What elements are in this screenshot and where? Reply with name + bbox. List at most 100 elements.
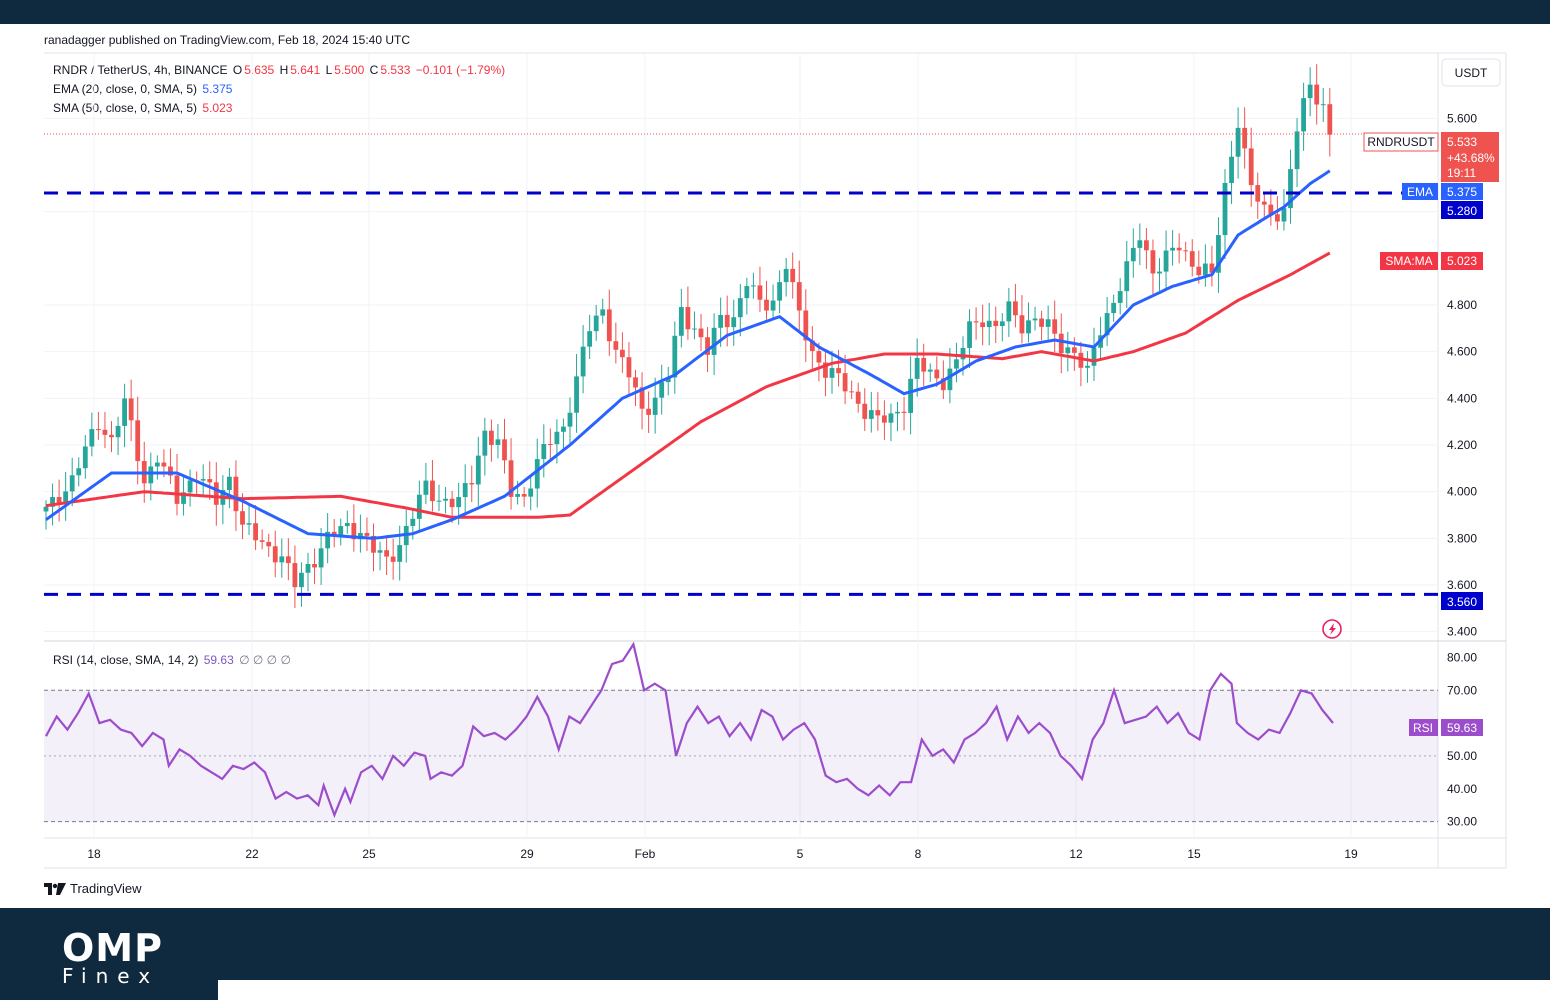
candle bbox=[620, 332, 625, 373]
symbol-badge: RNDRUSDT 5.533 +43.68% 19:11 bbox=[1363, 132, 1499, 182]
candle bbox=[757, 266, 763, 312]
price-tick-label: 5.600 bbox=[1447, 111, 1477, 125]
ema-legend-value: 5.375 bbox=[202, 82, 233, 96]
sma-legend[interactable]: SMA (50, close, 0, SMA, 5) 5.023 bbox=[53, 101, 234, 115]
candle bbox=[796, 260, 802, 331]
candle bbox=[613, 322, 619, 364]
candle bbox=[1242, 107, 1248, 169]
open-label: O bbox=[232, 63, 243, 77]
time-ticks: 18 22 25 29 Feb 5 8 12 15 19 bbox=[87, 847, 1358, 861]
candle bbox=[849, 380, 855, 400]
candle bbox=[1065, 331, 1071, 372]
ema-badge-value: 5.375 bbox=[1447, 185, 1477, 199]
close-value: 5.533 bbox=[380, 63, 411, 77]
resistance-badge: 5.280 bbox=[1441, 201, 1483, 219]
candle bbox=[901, 396, 907, 431]
candle bbox=[259, 529, 265, 550]
candles bbox=[43, 64, 1333, 608]
candle bbox=[1170, 230, 1175, 266]
candle bbox=[895, 401, 900, 432]
brand-logo: OMP bbox=[62, 926, 163, 970]
candle bbox=[1045, 305, 1051, 343]
publish-info: ranadagger published on TradingView.com,… bbox=[44, 33, 411, 47]
sma-badge-value: 5.023 bbox=[1447, 254, 1477, 268]
candle bbox=[403, 509, 409, 563]
candle bbox=[384, 535, 389, 576]
candle bbox=[626, 342, 632, 397]
candle bbox=[69, 457, 75, 507]
candle bbox=[1124, 240, 1130, 308]
candle bbox=[1085, 351, 1090, 383]
bottom-strip bbox=[218, 980, 1550, 1000]
candle bbox=[1013, 283, 1018, 328]
candle bbox=[1327, 88, 1333, 157]
candle bbox=[698, 313, 704, 351]
symbol-label[interactable]: RNDR / TetherUS, 4h, BINANCE bbox=[53, 63, 228, 77]
candle bbox=[1006, 287, 1012, 337]
candle bbox=[1216, 217, 1221, 293]
candle bbox=[724, 295, 730, 347]
candle bbox=[299, 562, 304, 607]
rsi-badge: RSI 59.63 bbox=[1409, 719, 1483, 736]
tradingview-logo-icon bbox=[44, 882, 66, 895]
candle bbox=[731, 299, 737, 346]
candle bbox=[1209, 245, 1215, 287]
candle bbox=[1301, 82, 1306, 151]
candle bbox=[502, 418, 507, 474]
candle bbox=[1255, 172, 1261, 219]
price-tick-label: 3.600 bbox=[1447, 578, 1477, 592]
candle bbox=[1288, 149, 1293, 224]
change-value: −0.101 (−1.79%) bbox=[415, 63, 506, 77]
candle bbox=[351, 504, 357, 552]
candle bbox=[495, 424, 501, 459]
candle bbox=[56, 479, 62, 522]
brand-subtitle: Finex bbox=[62, 964, 160, 988]
candle bbox=[89, 412, 95, 457]
candle bbox=[764, 280, 769, 320]
candle bbox=[1248, 127, 1254, 207]
candle bbox=[685, 286, 691, 340]
candle bbox=[829, 350, 835, 394]
candle bbox=[213, 462, 219, 526]
rsi-line bbox=[45, 641, 1334, 819]
high-value: 5.641 bbox=[290, 63, 321, 77]
tradingview-logo[interactable]: TradingView bbox=[44, 881, 142, 896]
candle bbox=[921, 343, 927, 387]
ema-legend[interactable]: EMA (20, close, 0, SMA, 5) 5.375 bbox=[53, 82, 234, 96]
candle bbox=[783, 257, 789, 297]
lightning-icon[interactable] bbox=[1322, 619, 1342, 639]
candle bbox=[1261, 193, 1267, 218]
sma-badge: SMA:MA 5.023 bbox=[1380, 252, 1483, 270]
rsi-legend-label: RSI (14, close, SMA, 14, 2) bbox=[53, 653, 199, 667]
candle bbox=[115, 416, 121, 456]
candle bbox=[1163, 230, 1169, 291]
time-tick-label: Feb bbox=[635, 847, 656, 861]
time-tick-label: 18 bbox=[87, 847, 101, 861]
candle bbox=[534, 438, 540, 508]
candle bbox=[980, 304, 986, 346]
grid bbox=[44, 53, 1438, 838]
candle bbox=[934, 356, 940, 388]
candle bbox=[122, 383, 127, 448]
candle bbox=[888, 403, 894, 442]
candle bbox=[220, 475, 226, 525]
candle bbox=[868, 391, 874, 433]
ema-badge-label: EMA bbox=[1407, 185, 1433, 199]
rsi-tick-label: 30.00 bbox=[1447, 815, 1477, 829]
price-tick-label: 3.400 bbox=[1447, 625, 1477, 639]
candle bbox=[305, 552, 311, 592]
candle bbox=[744, 277, 750, 315]
price-tick-label: 3.800 bbox=[1447, 531, 1477, 545]
candle bbox=[1157, 258, 1162, 291]
candle bbox=[606, 289, 612, 356]
candle bbox=[469, 465, 475, 503]
candle bbox=[927, 363, 933, 382]
candle bbox=[1150, 239, 1156, 295]
candle bbox=[593, 304, 599, 341]
candle bbox=[1183, 241, 1189, 262]
candle bbox=[128, 379, 134, 442]
candle bbox=[364, 517, 370, 551]
candle bbox=[678, 288, 684, 348]
candle bbox=[462, 464, 468, 517]
